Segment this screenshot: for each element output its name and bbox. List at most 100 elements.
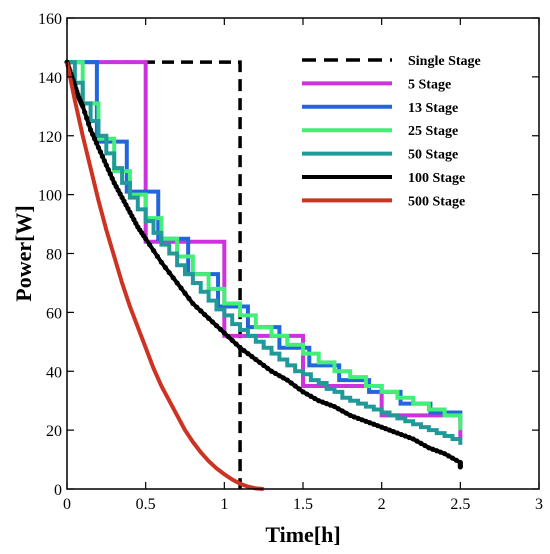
series-point-100-stage: [109, 175, 115, 182]
series-point-100-stage: [82, 109, 88, 115]
series-point-100-stage: [272, 370, 279, 377]
series-line-25-stage: [67, 60, 463, 431]
series-point-100-stage: [93, 140, 100, 146]
series-point-100-stage: [442, 451, 448, 457]
series-point-100-stage: [363, 418, 369, 424]
series-point-100-stage: [233, 341, 239, 347]
series-point-100-stage: [351, 414, 357, 420]
series-point-100-stage: [280, 375, 286, 381]
series-point-100-stage: [237, 345, 243, 351]
series-point-100-stage: [308, 393, 314, 399]
series-point-100-stage: [296, 386, 302, 392]
series-point-100-stage: [261, 362, 267, 368]
series-point-100-stage: [80, 103, 86, 109]
series-point-100-stage: [457, 464, 463, 470]
series-point-100-stage: [359, 417, 365, 423]
series-line-5-stage: [67, 60, 463, 439]
x-tick-label: 2: [378, 496, 386, 513]
series-point-100-stage: [430, 446, 436, 452]
series-point-100-stage: [320, 399, 326, 405]
y-tick-label: 80: [46, 247, 62, 264]
series-point-100-stage: [143, 236, 149, 242]
series-point-100-stage: [386, 427, 393, 433]
series-point-100-stage: [209, 319, 216, 325]
series-point-100-stage: [170, 275, 176, 281]
legend-label-single-stage: Single Stage: [408, 54, 481, 69]
x-tick-label: 3: [535, 496, 543, 513]
series-point-100-stage: [158, 259, 164, 265]
series-point-100-stage: [91, 136, 98, 142]
legend: Single Stage 5 Stage 13 Stage 25 Stage 50 St…: [302, 54, 481, 209]
x-tick-label: 0: [63, 496, 71, 513]
series-point-100-stage: [178, 285, 184, 291]
series-point-100-stage: [154, 253, 161, 260]
y-axis-title: Power[W]: [11, 205, 36, 302]
series-point-100-stage: [406, 434, 412, 441]
plot-frame: [66, 17, 540, 490]
series-point-100-stage: [190, 300, 196, 307]
series-point-100-stage: [225, 334, 231, 340]
series-point-100-stage: [186, 295, 192, 301]
series-point-100-stage: [99, 153, 105, 159]
series-point-100-stage: [174, 280, 180, 286]
series-point-100-stage: [453, 457, 459, 463]
series-point-100-stage: [316, 398, 322, 404]
legend-label-500-stage: 500 Stage: [408, 194, 465, 209]
series-point-100-stage: [257, 359, 263, 366]
series-point-100-stage: [422, 442, 428, 449]
y-tick-label: 100: [38, 188, 62, 205]
series-line-500-stage: [65, 61, 264, 491]
y-tick-label: 160: [38, 11, 62, 28]
series-point-100-stage: [410, 436, 416, 442]
series-point-100-stage: [367, 420, 373, 426]
series-line-50-stage: [67, 60, 463, 445]
series-point-100-stage: [445, 453, 452, 459]
series-point-100-stage: [84, 115, 90, 121]
series-point-100-stage: [89, 131, 96, 137]
y-tick-label: 0: [54, 482, 62, 499]
series-point-100-stage: [265, 365, 271, 371]
series-point-100-stage: [194, 304, 200, 310]
series-point-100-stage: [97, 149, 104, 155]
series-point-100-stage: [166, 270, 172, 276]
series-point-100-stage: [324, 401, 330, 407]
tick-layer: 0 0.5 1 1.5 2 2.5 3 0 20 40 60 80 100 120 140 160: [38, 11, 543, 513]
series-line-100-stage: [65, 61, 463, 469]
series-point-100-stage: [268, 368, 275, 374]
series-point-100-stage: [438, 449, 444, 455]
series-point-100-stage: [241, 348, 247, 354]
series-point-100-stage: [206, 315, 212, 321]
series-point-100-stage: [390, 429, 397, 435]
series-point-100-stage: [147, 242, 153, 248]
series-point-100-stage: [355, 415, 361, 421]
series-point-100-stage: [331, 403, 338, 410]
series-point-100-stage: [449, 455, 456, 461]
series-point-100-stage: [414, 438, 420, 444]
legend-label-100-stage: 100 Stage: [408, 171, 465, 186]
series-point-100-stage: [276, 373, 282, 379]
legend-label-5-stage: 5 Stage: [408, 77, 451, 92]
series-point-100-stage: [202, 311, 208, 318]
x-tick-label: 0.5: [136, 496, 156, 513]
series-point-100-stage: [221, 330, 227, 336]
series-point-100-stage: [335, 406, 341, 412]
series-point-100-stage: [304, 391, 310, 397]
series-layer: [64, 59, 463, 491]
series-point-100-stage: [150, 247, 157, 254]
series-point-100-stage: [245, 350, 251, 357]
legend-label-13-stage: 13 Stage: [408, 101, 458, 116]
series-point-100-stage: [292, 383, 298, 389]
series-point-100-stage: [101, 158, 107, 164]
series-point-100-stage: [95, 144, 102, 151]
series-point-100-stage: [379, 424, 385, 430]
series-point-100-stage: [198, 308, 204, 314]
series-point-100-stage: [402, 433, 408, 439]
series-point-100-stage: [398, 431, 404, 438]
series-point-100-stage: [418, 440, 424, 446]
series-point-100-stage: [182, 290, 188, 296]
series-point-100-stage: [162, 264, 168, 271]
y-tick-label: 20: [46, 423, 62, 440]
series-point-100-stage: [284, 377, 290, 383]
series-point-100-stage: [288, 380, 294, 386]
